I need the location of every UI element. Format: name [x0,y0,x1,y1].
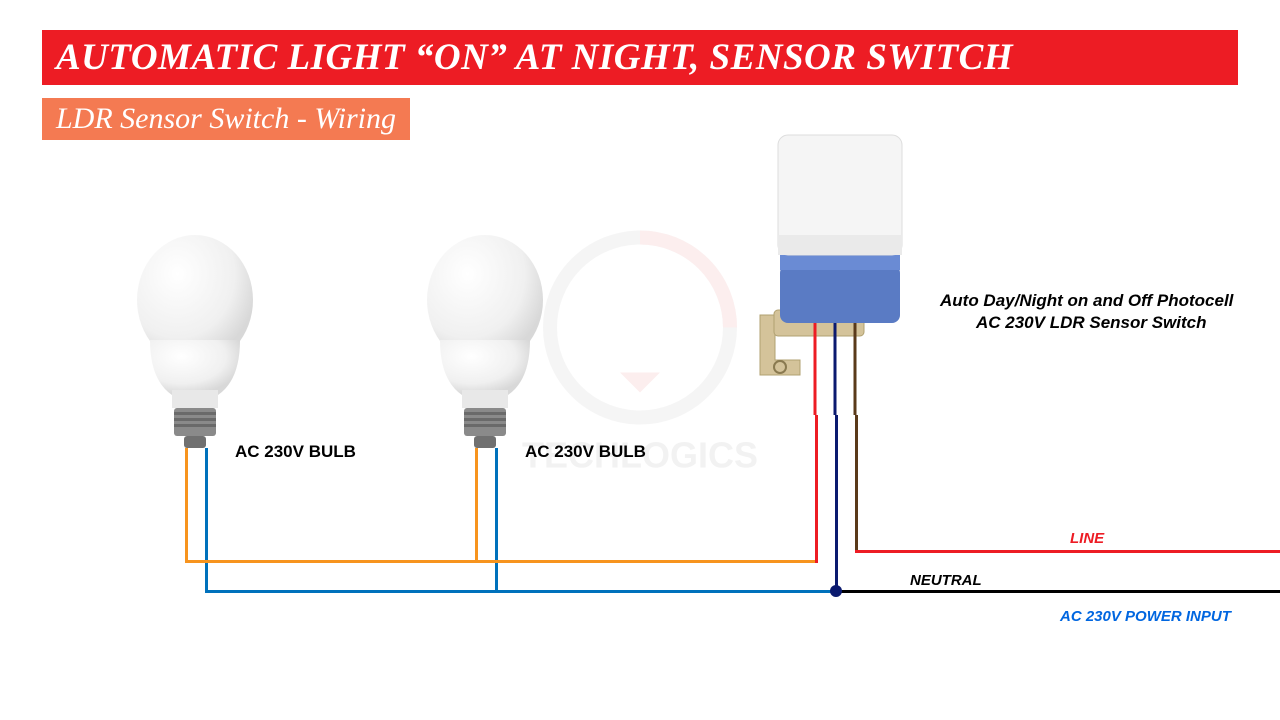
wire-neutral-h [835,590,1280,593]
ldr-sensor [730,115,940,415]
title-text: AUTOMATIC LIGHT “ON” AT NIGHT, SENSOR SW… [56,37,1013,78]
line-label: LINE [1070,530,1104,547]
wire-sensor-blue-v [835,415,838,593]
wire-bulb2-orange-v [475,448,478,560]
power-input-label: AC 230V POWER INPUT [1060,608,1231,625]
wire-bulb1-orange-v [185,448,188,560]
sensor-desc-1: Auto Day/Night on and Off Photocell [940,290,1233,312]
neutral-label: NEUTRAL [910,572,982,589]
wire-orange-bus [185,560,815,563]
bulb-2 [420,230,550,460]
bulb-2-label: AC 230V BULB [525,442,646,462]
junction-neutral [830,585,842,597]
sensor-description: Auto Day/Night on and Off Photocell AC 2… [940,290,1233,334]
wire-blue-bus [205,590,835,593]
title-banner: AUTOMATIC LIGHT “ON” AT NIGHT, SENSOR SW… [42,30,1238,85]
subtitle-banner: LDR Sensor Switch - Wiring [42,98,410,140]
subtitle-text: LDR Sensor Switch - Wiring [56,102,396,135]
bulb-1-label: AC 230V BULB [235,442,356,462]
wire-sensor-red-v [815,415,818,563]
bulb-1 [130,230,260,460]
wire-line-h [855,550,1280,553]
wire-sensor-brown-v [855,415,858,550]
wire-bulb2-blue-v [495,448,498,590]
wire-bulb1-blue-v [205,448,208,590]
sensor-desc-2: AC 230V LDR Sensor Switch [940,312,1233,334]
